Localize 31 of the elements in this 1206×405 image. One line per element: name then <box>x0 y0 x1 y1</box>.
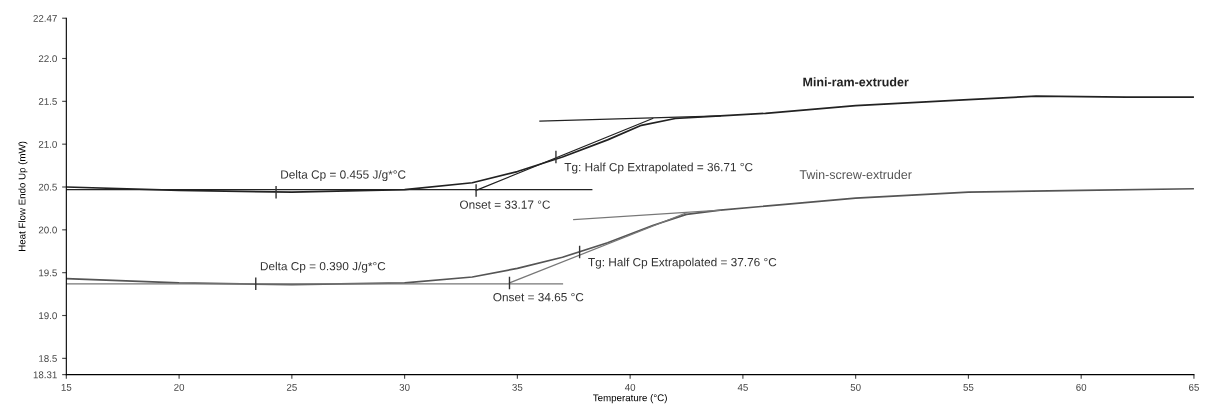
y-tick-label: 18.5 <box>39 355 57 362</box>
x-axis-title: Temperature (°C) <box>593 394 667 404</box>
y-tick-label: 22.47 <box>33 14 57 22</box>
annotation: Tg: Half Cp Extrapolated = 37.76 °C <box>588 257 777 269</box>
annotation: Onset = 33.17 °C <box>460 200 551 209</box>
y-tick-label: 21.0 <box>38 140 57 148</box>
x-tick-label: 60 <box>1076 383 1087 391</box>
annotation: Delta Cp = 0.455 J/g*°C <box>281 170 406 182</box>
y-tick-label: 20.5 <box>38 183 57 191</box>
annotation: Tg: Half Cp Extrapolated = 36.71 °C <box>564 162 753 174</box>
x-tick-label: 40 <box>624 383 636 391</box>
y-tick-label: 18.31 <box>33 371 57 379</box>
y-tick-label: 22.0 <box>38 55 57 63</box>
x-tick-label: 20 <box>174 383 185 391</box>
series-label: Twin-screw-extruder <box>799 169 912 179</box>
y-tick-label: 19.0 <box>39 312 57 320</box>
x-tick-label: 35 <box>512 383 523 391</box>
annotation: Delta Cp = 0.390 J/g*°C <box>260 261 386 273</box>
annotation: Onset = 34.65 °C <box>493 292 584 302</box>
x-tick-label: 15 <box>61 384 72 391</box>
x-tick-label: 45 <box>737 384 748 391</box>
y-tick-label: 19.5 <box>39 269 57 277</box>
y-tick-label: 20.0 <box>38 226 57 234</box>
x-tick-label: 25 <box>286 383 297 391</box>
y-axis-title: Heat Flow Endo Up (mW) <box>18 141 28 251</box>
x-tick-label: 30 <box>399 383 410 391</box>
y-tick-label: 21.5 <box>38 98 57 105</box>
x-tick-label: 65 <box>1189 383 1199 391</box>
x-tick-label: 50 <box>850 383 861 391</box>
x-tick-label: 55 <box>963 384 974 391</box>
series-label: Mini-ram-extruder <box>803 77 909 87</box>
